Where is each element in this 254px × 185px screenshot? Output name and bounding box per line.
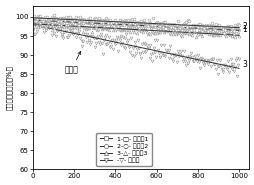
Text: 2: 2 (241, 22, 246, 31)
Text: 对比例: 对比例 (64, 51, 80, 74)
Y-axis label: 放电容量保持率（%）: 放电容量保持率（%） (6, 65, 12, 110)
Legend: 1-□- 实施例1, 2-○- 实施例2, 3-△- 实施例3, -▽- 对比例: 1-□- 实施例1, 2-○- 实施例2, 3-△- 实施例3, -▽- 对比例 (96, 133, 151, 166)
Text: 3: 3 (241, 60, 246, 69)
Text: 1: 1 (241, 25, 246, 34)
